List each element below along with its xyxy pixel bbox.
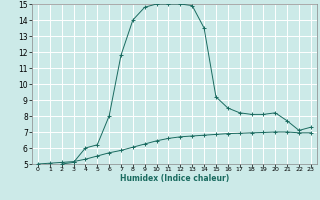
X-axis label: Humidex (Indice chaleur): Humidex (Indice chaleur) bbox=[120, 174, 229, 183]
